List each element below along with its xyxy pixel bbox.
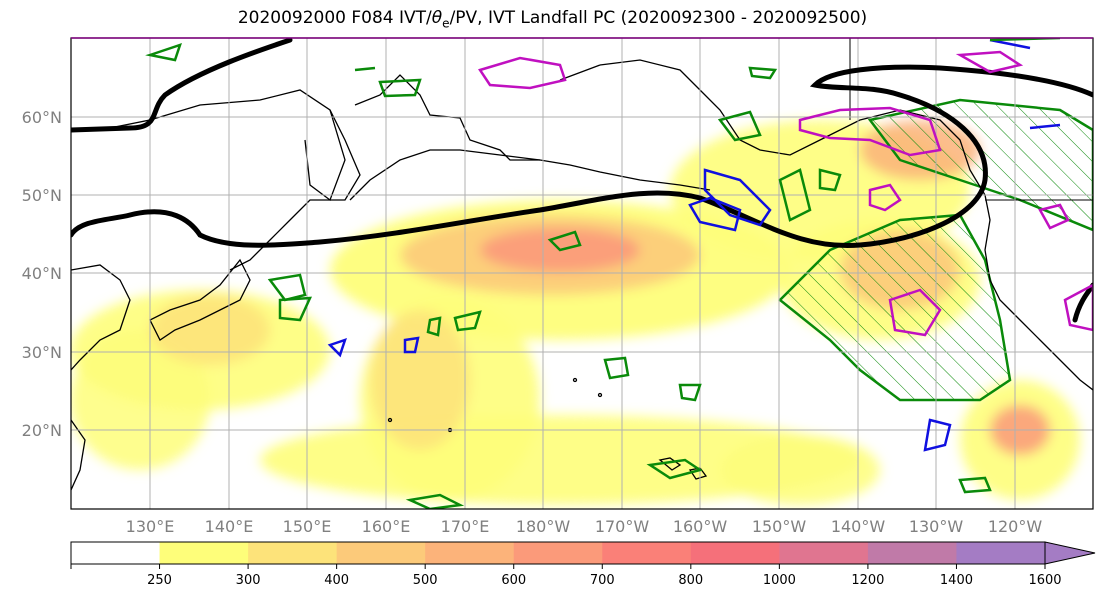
lon-label-130w: 130°W [909, 517, 964, 536]
title-theta: θ [431, 8, 443, 28]
colorbar-cell [690, 542, 780, 564]
colorbar-cell [602, 542, 692, 564]
colorbar-frame [70, 541, 1046, 565]
lon-label-170e: 170°E [441, 517, 490, 536]
lon-label-130e: 130°E [126, 517, 175, 536]
colorbar-cell [779, 542, 869, 564]
colorbar-cell [248, 542, 338, 564]
colorbar: 250 300 400 500 600 700 800 1000 1200 1400 1600 [70, 541, 1096, 588]
pv-contours-blue [327, 38, 1061, 452]
colorbar-cell [513, 542, 603, 564]
title-part-1: 2020092000 F084 IVT/ [237, 8, 432, 28]
colorbar-cell [336, 542, 426, 564]
lat-label-20: 20°N [22, 421, 62, 440]
landfall-contours-green [145, 38, 1061, 509]
lat-label-50: 50°N [22, 186, 62, 205]
colorbar-tick-label: 600 [501, 573, 526, 588]
colorbar-tick-label: 500 [413, 573, 438, 588]
colorbar-tick-label: 800 [678, 573, 703, 588]
colorbar-tick-label: 700 [590, 573, 615, 588]
colorbar-tick-label: 250 [147, 573, 172, 588]
title-sub: e [442, 16, 450, 31]
landfall-region [778, 98, 1093, 402]
colorbar-tick-label: 400 [324, 573, 349, 588]
lon-label-180w: 180°W [516, 517, 571, 536]
coastlines [71, 38, 1093, 491]
lon-label-170w: 170°W [595, 517, 650, 536]
colorbar-cell [71, 542, 161, 564]
figure-title: 2020092000 F084 IVT/θe/PV, IVT Landfall … [0, 8, 1105, 30]
colorbar-cell [425, 542, 515, 564]
colorbar-labels: 250 300 400 500 600 700 800 1000 1200 1400 1600 [70, 564, 1062, 588]
colorbar-extend-arrow [1044, 541, 1096, 565]
lon-label-120w: 120°W [988, 517, 1043, 536]
lon-label-160w: 160°W [673, 517, 728, 536]
colorbar-tick-label: 1400 [940, 573, 973, 588]
colorbar-cell [159, 542, 249, 564]
lat-label-60: 60°N [22, 108, 62, 127]
colorbar-tick-label: 1200 [851, 573, 884, 588]
lon-label-150e: 150°E [283, 517, 332, 536]
longitude-labels: 130°E 140°E 150°E 160°E 170°E 180°W 170°… [126, 517, 1043, 536]
colorbar-tick-label: 1000 [763, 573, 796, 588]
colorbar-cell [867, 542, 957, 564]
lon-label-140e: 140°E [205, 517, 254, 536]
pv-contours-magenta [478, 50, 1093, 337]
lat-label-30: 30°N [22, 343, 62, 362]
colorbar-tick-label: 300 [236, 573, 261, 588]
latitude-labels: 60°N 50°N 40°N 30°N 20°N [22, 108, 62, 440]
title-part-2: /PV, IVT Landfall PC (2020092300 - 20200… [449, 8, 868, 28]
lon-label-160e: 160°E [362, 517, 411, 536]
lon-label-140w: 140°W [831, 517, 886, 536]
colorbar-cell [956, 542, 1046, 564]
map-content [71, 38, 1093, 509]
colorbar-tick-label: 1600 [1028, 573, 1061, 588]
lat-label-40: 40°N [22, 264, 62, 283]
colorbar-cells [71, 542, 1046, 564]
lon-label-150w: 150°W [752, 517, 807, 536]
gridlines [71, 38, 1093, 509]
